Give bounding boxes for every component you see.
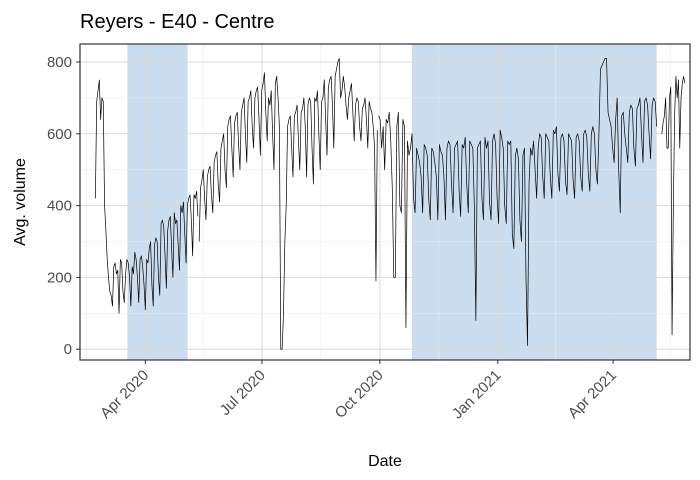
y-tick-label-400: 400 (47, 198, 72, 215)
series-line-segment-1 (95, 79, 199, 314)
y-axis-title: Avg. volume (12, 158, 29, 246)
x-tick-label-1: Apr 2020 (97, 367, 152, 422)
series-line-segment-3 (378, 58, 658, 346)
shaded-period-1 (127, 44, 188, 360)
x-tick-label-4: Jan 2021 (449, 367, 505, 423)
x-tick-label-5: Apr 2021 (565, 367, 620, 422)
x-tick-label-2: Jul 2020 (217, 367, 269, 419)
series-lines (95, 58, 686, 350)
y-tick-label-200: 200 (47, 269, 72, 286)
series-line-segment-2 (198, 58, 378, 350)
y-tick-label-600: 600 (47, 126, 72, 143)
x-axis-title: Date (368, 453, 402, 470)
x-tick-label-3: Oct 2020 (332, 367, 387, 422)
plot-panel-border (79, 43, 691, 361)
series-line-segment-4 (661, 75, 686, 336)
shaded-periods (80, 44, 690, 360)
y-tick-label-800: 800 (47, 54, 72, 71)
chart-title: Reyers - E40 - Centre (80, 11, 275, 33)
y-tick-label-0: 0 (64, 341, 72, 358)
